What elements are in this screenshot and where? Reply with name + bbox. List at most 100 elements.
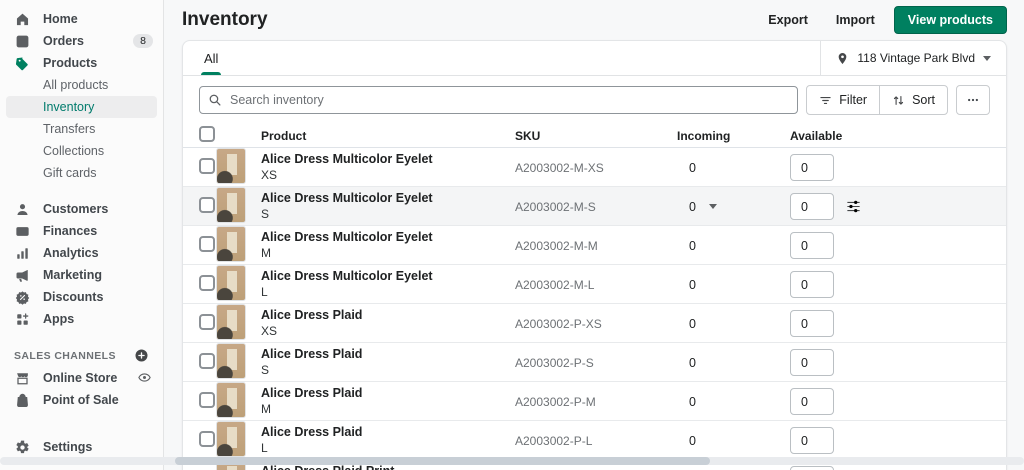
header-actions: Export Import View products xyxy=(759,6,1007,34)
sidebar-item-transfers[interactable]: Transfers xyxy=(43,122,96,136)
export-button[interactable]: Export xyxy=(759,7,817,33)
inventory-card: All 118 Vintage Park Blvd xyxy=(182,40,1007,470)
incoming-value: 0 xyxy=(689,433,696,448)
row-checkbox[interactable] xyxy=(199,197,215,213)
incoming-value[interactable]: 0 xyxy=(689,199,696,214)
sidebar-item-online-store[interactable]: Online Store xyxy=(0,367,163,389)
store-icon xyxy=(14,370,30,386)
product-name-link[interactable]: Alice Dress Plaid xyxy=(261,386,363,401)
filter-bar: Filter Sort xyxy=(183,76,1006,124)
filter-button[interactable]: Filter xyxy=(806,85,881,115)
row-checkbox[interactable] xyxy=(199,236,215,252)
sidebar-item-gift-cards[interactable]: Gift cards xyxy=(43,166,97,180)
horizontal-scrollbar-thumb[interactable] xyxy=(175,457,710,465)
available-input[interactable] xyxy=(790,154,834,181)
sidebar-main-nav: Home Orders 8 Products All products Inventory… xyxy=(0,8,163,330)
tab-label: All xyxy=(204,50,219,66)
sales-channels-header: SALES CHANNELS xyxy=(14,348,149,363)
view-products-button[interactable]: View products xyxy=(893,6,1007,34)
available-input[interactable] xyxy=(790,466,834,470)
product-name-link[interactable]: Alice Dress Plaid xyxy=(261,425,363,440)
row-checkbox[interactable] xyxy=(199,353,215,369)
row-checkbox[interactable] xyxy=(199,275,215,291)
search-input[interactable] xyxy=(199,86,799,114)
sidebar-item-settings[interactable]: Settings xyxy=(0,436,163,458)
sidebar-item-finances[interactable]: Finances xyxy=(0,220,163,242)
adjustment-sliders-icon[interactable] xyxy=(845,198,862,215)
sidebar-item-orders[interactable]: Orders 8 xyxy=(0,30,163,52)
select-all-checkbox[interactable] xyxy=(199,126,215,142)
available-input[interactable] xyxy=(790,349,834,376)
product-name-link[interactable]: Alice Dress Plaid xyxy=(261,308,363,323)
product-name-link[interactable]: Alice Dress Plaid Print xyxy=(261,464,515,470)
location-selector[interactable]: 118 Vintage Park Blvd xyxy=(820,41,1006,75)
sidebar-item-inventory[interactable]: Inventory xyxy=(6,96,157,118)
incoming-value: 0 xyxy=(689,355,696,370)
available-input[interactable] xyxy=(790,271,834,298)
sort-button[interactable]: Sort xyxy=(879,85,948,115)
available-input[interactable] xyxy=(790,388,834,415)
page-title: Inventory xyxy=(182,9,268,30)
available-input[interactable] xyxy=(790,193,834,220)
plus-circle-icon[interactable] xyxy=(134,348,149,363)
location-label: 118 Vintage Park Blvd xyxy=(857,51,975,65)
product-variant: M xyxy=(261,401,271,416)
product-thumbnail xyxy=(216,226,246,262)
product-variant: L xyxy=(261,440,268,455)
sidebar-item-analytics[interactable]: Analytics xyxy=(0,242,163,264)
incoming-value: 0 xyxy=(689,238,696,253)
sidebar-item-all-products[interactable]: All products xyxy=(43,78,109,92)
sidebar-item-discounts[interactable]: Discounts xyxy=(0,286,163,308)
product-variant: M xyxy=(261,245,271,260)
caret-down-icon[interactable] xyxy=(708,204,717,209)
sidebar-item-point-of-sale[interactable]: $ Point of Sale xyxy=(0,389,163,411)
product-name-link[interactable]: Alice Dress Multicolor Eyelet xyxy=(261,230,433,245)
available-input[interactable] xyxy=(790,232,834,259)
sidebar-item-marketing[interactable]: Marketing xyxy=(0,264,163,286)
table-row: Alice Dress Plaid L A2003002-P-L 0 xyxy=(183,421,1006,460)
column-header-available[interactable]: Available xyxy=(790,128,843,143)
product-name-link[interactable]: Alice Dress Multicolor Eyelet xyxy=(261,152,433,167)
tab-all[interactable]: All xyxy=(191,41,231,75)
page-header: Inventory Export Import View products xyxy=(164,0,1024,40)
sort-arrows-icon xyxy=(893,95,904,105)
product-variant: XS xyxy=(261,323,278,338)
column-header-incoming[interactable]: Incoming xyxy=(677,128,731,143)
sku-value: A2003002-M-S xyxy=(515,199,596,214)
sidebar-item-customers[interactable]: Customers xyxy=(0,198,163,220)
product-name-link[interactable]: Alice Dress Multicolor Eyelet xyxy=(261,269,433,284)
product-name-link[interactable]: Alice Dress Plaid xyxy=(261,347,363,362)
incoming-value: 0 xyxy=(689,277,696,292)
eye-icon[interactable] xyxy=(137,370,153,386)
sidebar-item-label: Customers xyxy=(43,202,109,216)
available-input[interactable] xyxy=(790,427,834,454)
sidebar-item-home[interactable]: Home xyxy=(0,8,163,30)
table-row: Alice Dress Multicolor Eyelet XS A2003002-… xyxy=(183,148,1006,187)
product-variant: L xyxy=(261,284,268,299)
table-row: Alice Dress Plaid XS A2003002-P-XS 0 xyxy=(183,304,1006,343)
import-button[interactable]: Import xyxy=(827,7,884,33)
sidebar-item-label: Apps xyxy=(43,312,75,326)
row-checkbox[interactable] xyxy=(199,158,215,174)
sidebar-item-collections[interactable]: Collections xyxy=(43,144,105,158)
discounts-icon xyxy=(14,289,30,305)
orders-icon xyxy=(14,33,30,49)
table-row: Alice Dress Multicolor Eyelet M A2003002-M… xyxy=(183,226,1006,265)
horizontal-dots-icon xyxy=(968,98,978,102)
product-variant: S xyxy=(261,206,270,221)
horizontal-scrollbar[interactable] xyxy=(0,457,1024,465)
available-input[interactable] xyxy=(790,310,834,337)
row-checkbox[interactable] xyxy=(199,431,215,447)
sidebar: Home Orders 8 Products All products Inventory… xyxy=(0,0,164,470)
sidebar-item-label: Finances xyxy=(43,224,98,238)
product-thumbnail xyxy=(216,421,246,457)
sidebar-item-products[interactable]: Products xyxy=(0,52,163,74)
caret-down-icon xyxy=(983,55,991,61)
more-actions-button[interactable] xyxy=(956,85,990,115)
sidebar-item-apps[interactable]: Apps xyxy=(0,308,163,330)
product-name-link[interactable]: Alice Dress Multicolor Eyelet xyxy=(261,191,433,206)
row-checkbox[interactable] xyxy=(199,314,215,330)
column-header-sku[interactable]: SKU xyxy=(515,128,541,143)
column-header-product[interactable]: Product xyxy=(261,128,307,143)
row-checkbox[interactable] xyxy=(199,392,215,408)
